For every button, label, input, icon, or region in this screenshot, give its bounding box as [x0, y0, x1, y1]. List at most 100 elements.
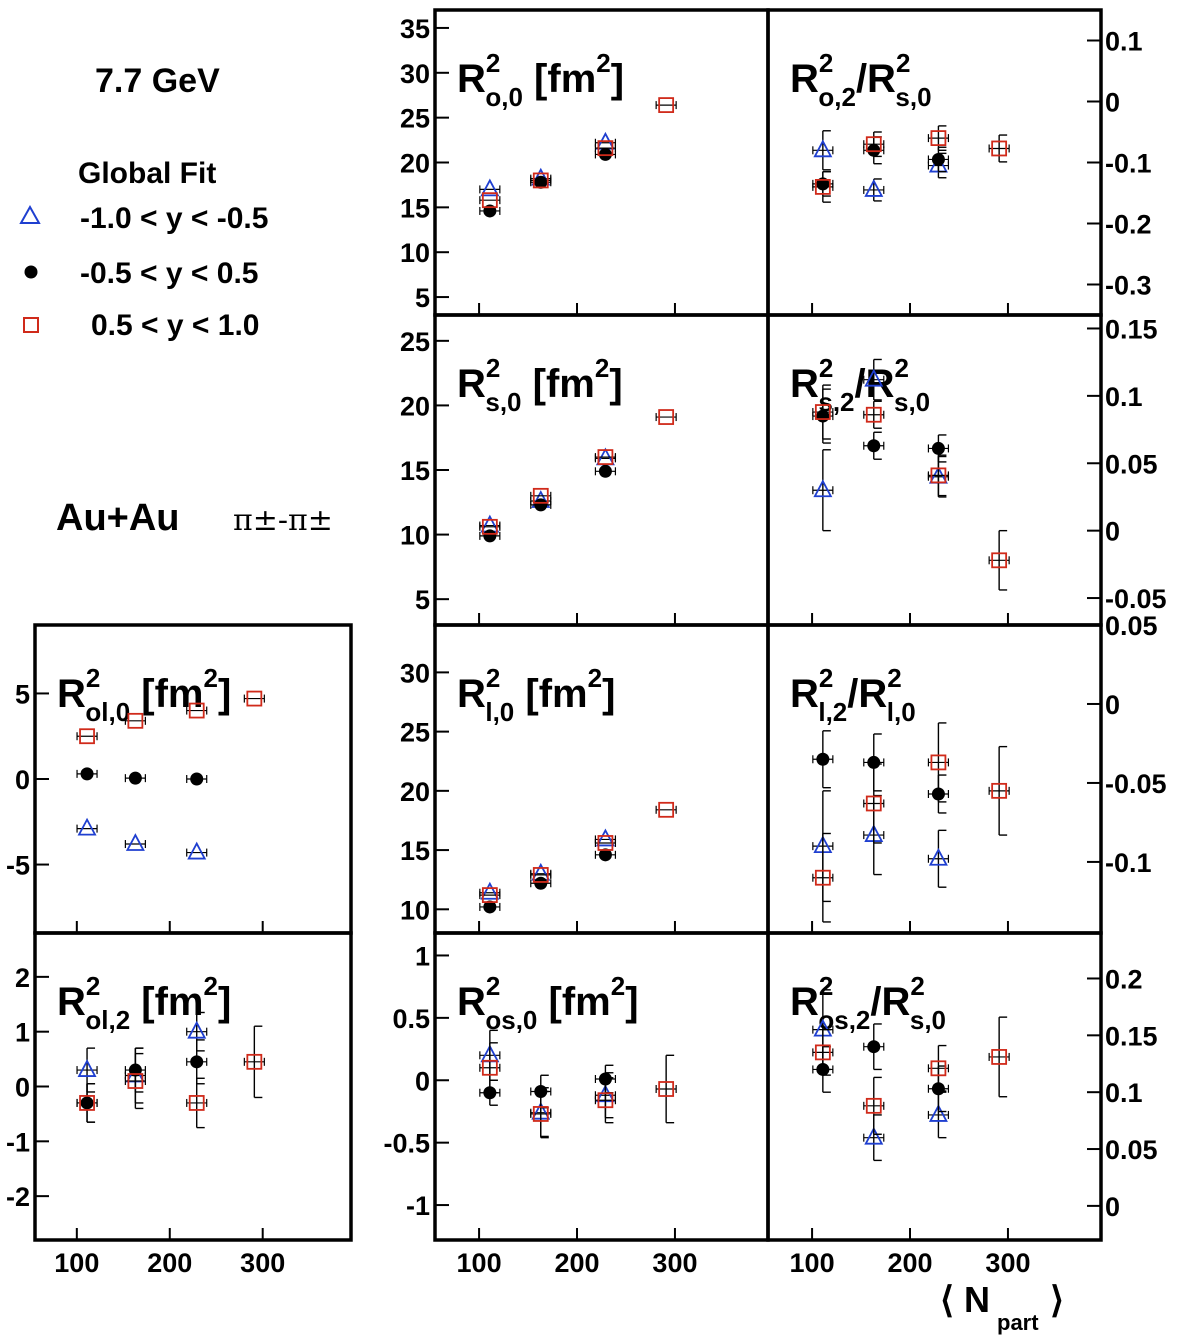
y-tick-label: 5: [415, 585, 430, 615]
y-tick-label: 20: [400, 777, 430, 807]
data-point-square: [188, 702, 205, 719]
x-tick-label: 100: [790, 1248, 835, 1278]
data-point-square: [481, 1059, 498, 1076]
x-axis-title: ⟨ N part ⟩: [940, 1279, 1064, 1335]
x-tick-label: 300: [240, 1248, 285, 1278]
panel-rl2: -0.1 -0.05 0 0.05 R2 l,2/R2 l,0: [766, 611, 1167, 935]
data-point-square: [658, 97, 675, 113]
y-tick-label: -0.1: [1105, 848, 1152, 878]
data-point-square: [865, 1097, 882, 1114]
panel-ro0: 5 10 15 20 25 30 35 R2 o,0 [fm2]: [400, 8, 770, 317]
data-point-triangle: [928, 1104, 948, 1122]
data-point-circle: [816, 752, 830, 766]
panel-rs0: 5 10 15 20 25 R2 s,0 [fm2]: [400, 313, 770, 627]
data-point-triangle: [480, 178, 500, 197]
y-tick-label: -2: [6, 1182, 30, 1212]
y-tick-label: 0.15: [1105, 314, 1158, 344]
y-tick-label: 15: [400, 836, 430, 866]
data-point-circle: [867, 755, 881, 769]
x-tick-label: 100: [54, 1248, 99, 1278]
x-tick-label: 300: [985, 1248, 1030, 1278]
y-tick-label: 15: [400, 193, 430, 223]
panel-title: R2 l,0 [fm2]: [457, 663, 615, 727]
y-tick-label: 0.05: [1105, 611, 1158, 641]
y-tick-label: 0.1: [1105, 27, 1143, 57]
data-point-circle: [190, 1055, 204, 1069]
legend-label-mid: -0.5 < y < 0.5: [80, 257, 258, 290]
data-point-triangle: [125, 833, 145, 851]
y-tick-label: 0.5: [392, 1004, 430, 1034]
y-tick-label: -1: [6, 1127, 30, 1157]
data-point-circle: [534, 498, 548, 512]
y-tick-label: 15: [400, 456, 430, 486]
legend-title: Global Fit: [78, 157, 216, 190]
data-point-square: [814, 1044, 831, 1061]
data-point-square: [865, 795, 882, 812]
data-point-square: [127, 1073, 144, 1089]
data-point-square: [865, 136, 882, 153]
data-point-circle: [190, 772, 204, 786]
system-label: Au+Au: [56, 497, 180, 539]
data-point-circle: [867, 439, 881, 453]
plot-frame: [766, 931, 1103, 1242]
y-tick-label: 20: [400, 391, 430, 421]
data-point-square: [597, 140, 614, 157]
y-tick-label: 0: [1105, 517, 1120, 547]
panel-title: R2 os,0 [fm2]: [457, 971, 639, 1035]
energy-label: 7.7 GeV: [95, 62, 220, 100]
x-tick-label: 200: [554, 1248, 599, 1278]
y-tick-label: -5: [6, 851, 30, 881]
data-point-circle: [128, 771, 142, 785]
legend-label-backward: -1.0 < y < -0.5: [80, 202, 268, 235]
data-point-square: [79, 1095, 95, 1111]
panel-rl0: 10 15 20 25 30 R2 l,0 [fm2]: [400, 623, 770, 935]
data-point-square: [930, 1060, 947, 1077]
y-tick-label: 25: [400, 327, 430, 357]
y-tick-label: 0: [15, 765, 30, 795]
y-tick-label: 0: [1105, 88, 1120, 118]
y-tick-label: -0.05: [1105, 769, 1167, 799]
data-point-square: [930, 130, 947, 147]
data-point-triangle: [864, 179, 884, 197]
data-point-triangle: [480, 881, 500, 900]
data-point-square: [481, 887, 498, 903]
data-point-triangle: [77, 1059, 97, 1077]
data-point-triangle: [595, 828, 615, 847]
y-tick-label: 2: [15, 963, 30, 993]
y-tick-label: 0.15: [1105, 1021, 1158, 1051]
panel-title: R2 s,2/R2 s,0: [790, 353, 930, 417]
panel-title: R2 o,0 [fm2]: [457, 48, 624, 112]
data-point-square: [991, 140, 1008, 157]
y-tick-label: 0: [1105, 690, 1120, 720]
panel-rol2: -2 -1 0 1 2 100 200 300 R2 ol,2 [fm2]: [6, 931, 353, 1278]
x-axis-label: ⟨ N: [940, 1279, 990, 1320]
panel-rs2: -0.05 0 0.05 0.1 0.15 R2 s,2/R2 s,0: [766, 313, 1167, 627]
panel-title: R2 o,2/R2 s,0: [790, 48, 932, 112]
data-point-square: [658, 801, 675, 818]
data-point-circle: [534, 876, 548, 890]
y-tick-label: 10: [400, 895, 430, 925]
data-point-triangle: [813, 139, 833, 158]
data-point-square: [814, 178, 831, 195]
legend-triangle-marker: [19, 204, 41, 224]
y-tick-label: 0: [15, 1073, 30, 1103]
y-tick-label: 0: [1105, 1192, 1120, 1222]
y-tick-label: 0.1: [1105, 382, 1143, 412]
data-point-circle: [598, 848, 612, 862]
data-point-square: [127, 712, 144, 729]
y-tick-label: 10: [400, 521, 430, 551]
y-tick-label: 25: [400, 104, 430, 134]
x-tick-label: 200: [887, 1248, 932, 1278]
pair-label: π±-π±: [233, 503, 333, 538]
x-axis-label-end: ⟩: [1050, 1279, 1064, 1320]
data-point-square: [79, 728, 95, 745]
y-tick-label: 1: [415, 941, 430, 971]
y-tick-label: 10: [400, 238, 430, 268]
data-point-square: [532, 1106, 549, 1122]
y-tick-label: -0.2: [1105, 210, 1152, 240]
data-point-square: [532, 487, 549, 504]
data-point-circle: [598, 464, 612, 478]
data-point-square: [930, 754, 947, 771]
data-point-triangle: [480, 514, 500, 533]
